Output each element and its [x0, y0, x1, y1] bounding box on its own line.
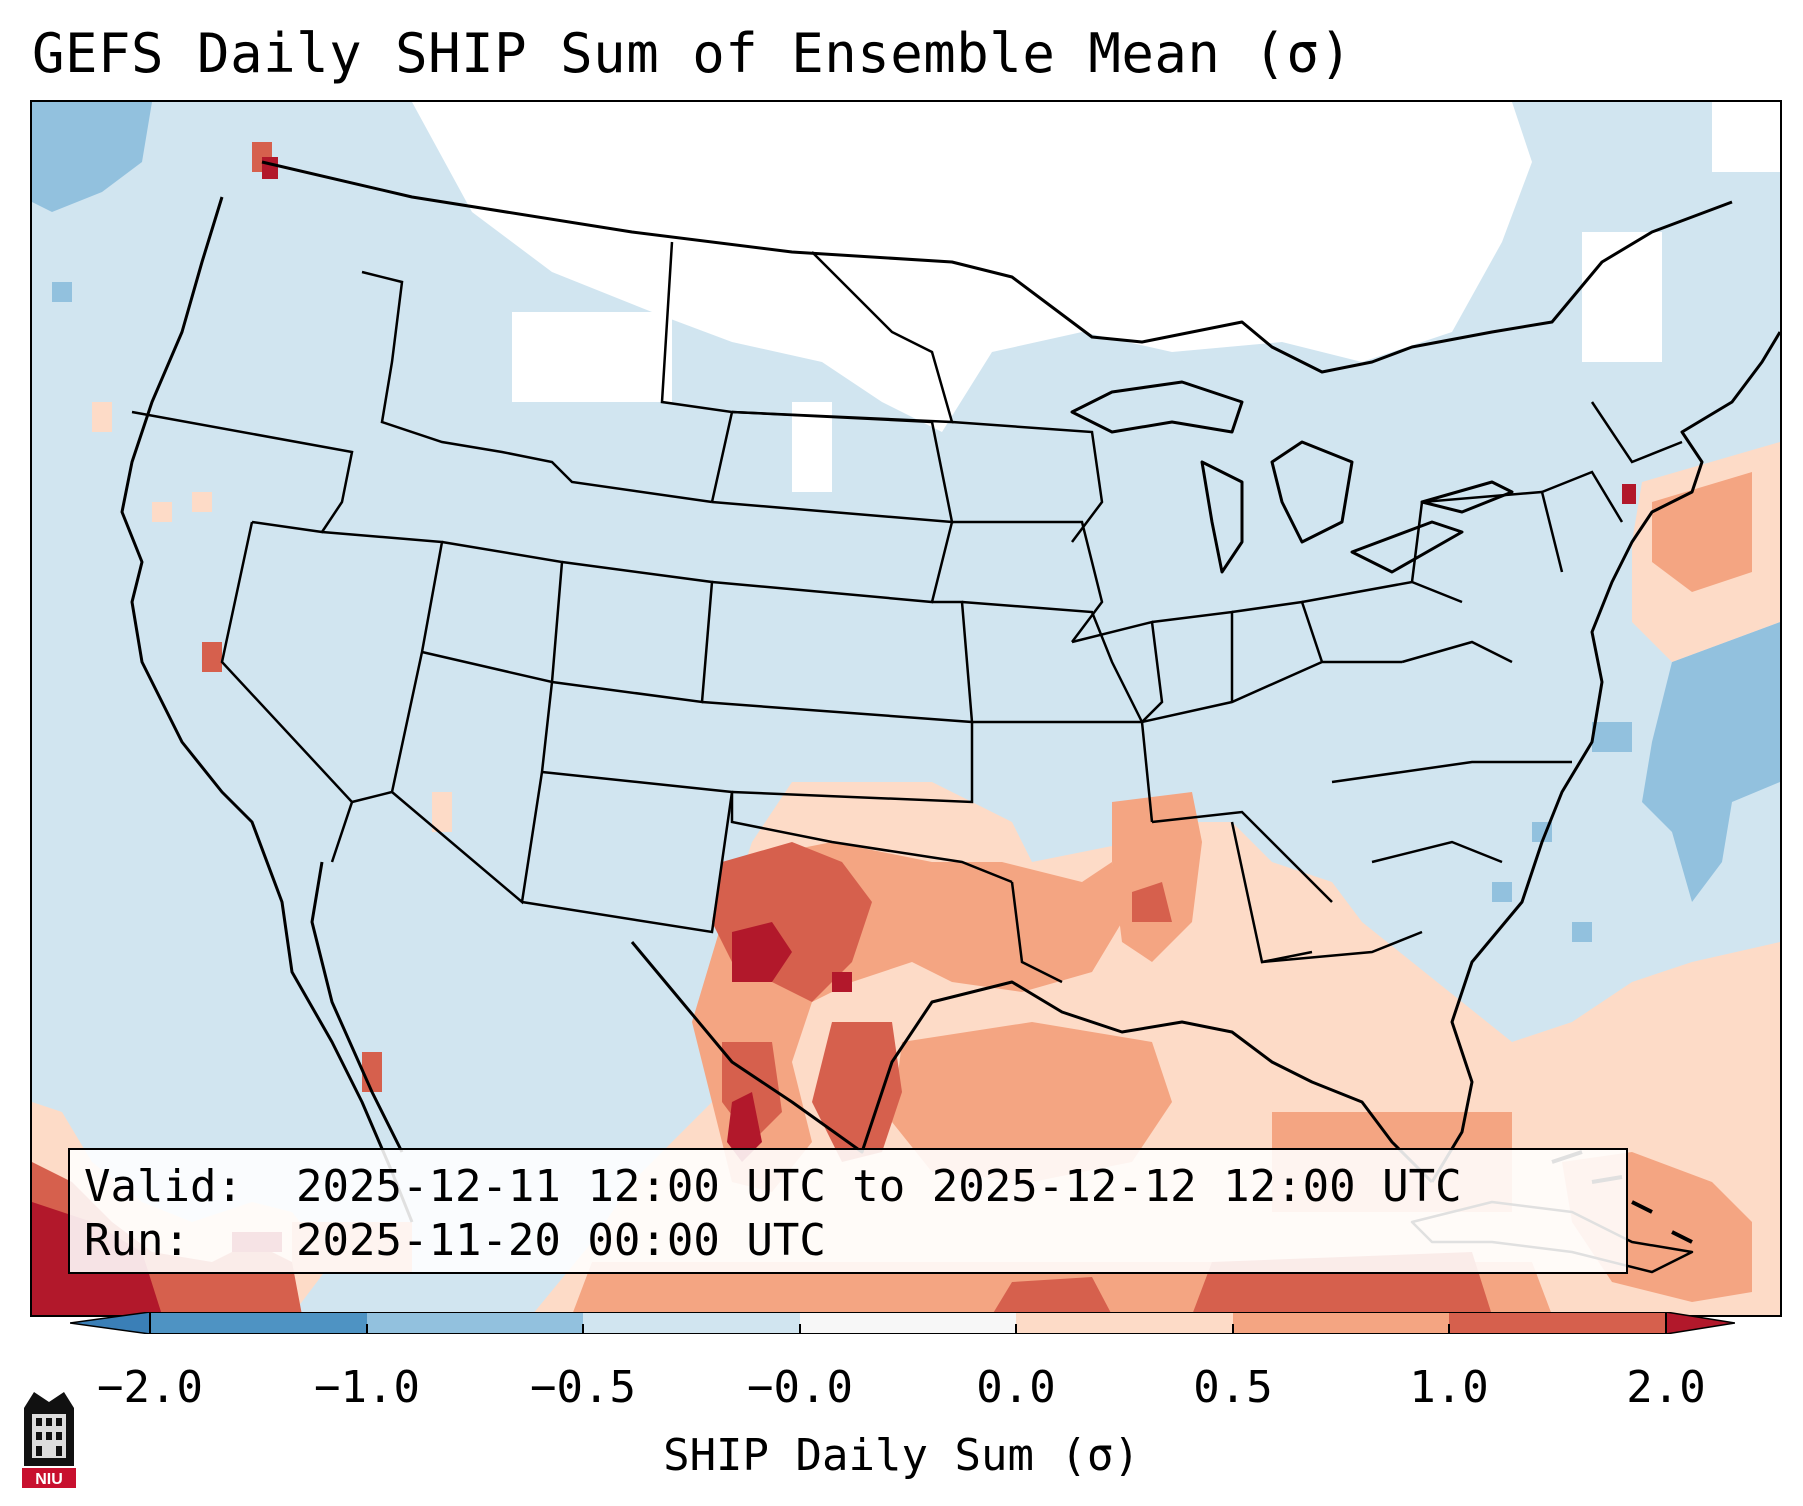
valid-key: Valid: — [84, 1161, 243, 1212]
run-key: Run: — [84, 1215, 190, 1266]
run-time: 2025-11-20 00:00 UTC — [296, 1215, 826, 1266]
colorbar-tick-label: 2.0 — [1626, 1362, 1706, 1413]
validity-info-box: Valid: 2025-12-11 12:00 UTC to 2025-12-12… — [68, 1148, 1628, 1274]
niu-logo: NIU — [22, 1392, 76, 1488]
map-panel[interactable] — [30, 100, 1782, 1317]
state-borders — [131, 241, 1683, 984]
colorbar-under-extension — [70, 1312, 151, 1334]
colorbar-segment — [1449, 1312, 1666, 1334]
colorbar — [70, 1312, 1735, 1334]
map-title: GEFS Daily SHIP Sum of Ensemble Mean (σ) — [32, 22, 1353, 85]
colorbar-segment — [1233, 1312, 1449, 1334]
colorbar-segment — [367, 1312, 583, 1334]
colorbar-over-extension — [1665, 1312, 1735, 1334]
colorbar-tick-label: 0.0 — [976, 1362, 1056, 1413]
colorbar-label: SHIP Daily Sum (σ) — [663, 1430, 1140, 1481]
logo-text: NIU — [35, 1471, 63, 1488]
colorbar-tick-label: 0.5 — [1193, 1362, 1273, 1413]
colorbar-segment — [150, 1312, 367, 1334]
colorbar-tick-label: −2.0 — [97, 1362, 203, 1413]
colorbar-tick-label: −0.5 — [530, 1362, 636, 1413]
colorbar-outline — [149, 1312, 1667, 1334]
colorbar-tick-label: −0.0 — [747, 1362, 853, 1413]
anomaly-map — [32, 102, 1780, 1315]
valid-range: 2025-12-11 12:00 UTC to 2025-12-12 12:00… — [296, 1161, 1462, 1212]
colorbar-segment — [583, 1312, 800, 1334]
colorbar-tick-label: −1.0 — [314, 1362, 420, 1413]
colorbar-tick-label: 1.0 — [1409, 1362, 1489, 1413]
colorbar-segment — [1016, 1312, 1233, 1334]
colorbar-segment — [800, 1312, 1016, 1334]
